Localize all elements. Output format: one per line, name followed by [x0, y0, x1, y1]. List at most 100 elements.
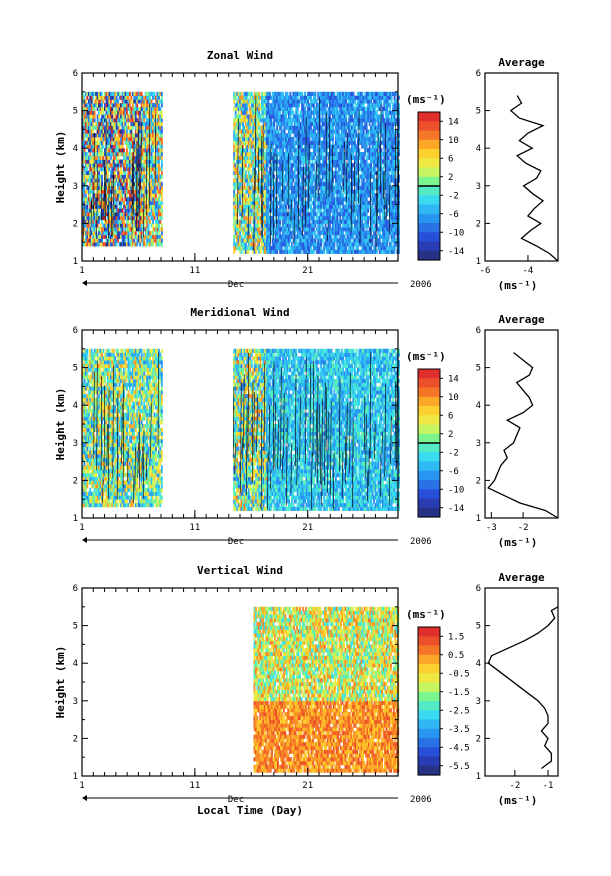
heatmap-cell [101, 125, 103, 130]
heatmap-cell [102, 200, 105, 205]
heatmap-cell [137, 215, 140, 221]
heatmap-cell [144, 99, 147, 104]
heatmap-cell [92, 185, 95, 190]
heatmap-cell [111, 204, 114, 209]
heatmap-cell [109, 178, 112, 183]
heatmap-cell [152, 230, 154, 236]
heatmap-cell [144, 103, 147, 108]
heatmap-cell [83, 204, 86, 209]
heatmap-cell [136, 167, 139, 172]
heatmap-cell [102, 99, 105, 104]
heatmap-cell [101, 106, 103, 111]
heatmap-cell [146, 208, 149, 213]
heatmap-cell [144, 189, 147, 194]
heatmap-cell [120, 208, 122, 213]
heatmap-cell [160, 204, 163, 209]
heatmap-cell [126, 91, 128, 96]
heatmap-cell [160, 230, 163, 236]
heatmap-cell [83, 174, 86, 179]
heatmap-cell [121, 91, 124, 96]
heatmap-cell [86, 152, 89, 157]
heatmap-cell [146, 178, 149, 183]
heatmap-cell [82, 133, 84, 138]
heatmap-cell [127, 200, 130, 205]
heatmap-cell [84, 125, 87, 130]
heatmap-cell [133, 133, 136, 138]
heatmap-cell [143, 103, 146, 108]
heatmap-cell [146, 121, 149, 127]
heatmap-cell [98, 159, 100, 164]
heatmap-cell [233, 238, 236, 243]
heatmap-cell [126, 167, 128, 172]
heatmap-cell [134, 163, 137, 168]
heatmap-cell [130, 204, 133, 209]
heatmap-cell [152, 144, 154, 149]
heatmap-cell [314, 238, 317, 243]
heatmap-cell [149, 95, 151, 100]
contour-line [131, 156, 133, 239]
heatmap-cell [126, 129, 128, 134]
heatmap-cell [82, 118, 84, 123]
heatmap-cell [137, 227, 140, 232]
heatmap-cell [111, 140, 114, 145]
heatmap-cell [92, 144, 95, 149]
heatmap-cell [126, 219, 128, 224]
heatmap-cell [106, 212, 109, 217]
heatmap-cell [140, 219, 143, 224]
heatmap-cell [134, 170, 137, 175]
heatmap-cell [111, 106, 114, 111]
heatmap-cell [84, 121, 87, 127]
heatmap-cell [89, 144, 92, 149]
heatmap-cell [323, 249, 326, 254]
heatmap-cell [105, 208, 108, 213]
heatmap-cell [84, 223, 87, 228]
heatmap-cell [83, 125, 86, 130]
heatmap-cell [106, 159, 109, 164]
heatmap-cell [108, 103, 111, 108]
heatmap-cell [144, 148, 147, 153]
heatmap-cell [289, 91, 292, 96]
heatmap-cell [250, 182, 253, 187]
heatmap-cell [246, 110, 249, 115]
heatmap-cell [82, 106, 84, 111]
heatmap-cell [105, 242, 108, 247]
heatmap-cell [150, 238, 153, 243]
heatmap-cell [279, 223, 282, 228]
heatmap-cell [324, 106, 327, 111]
heatmap-cell [141, 182, 144, 187]
heatmap-cell [86, 121, 89, 127]
heatmap-cell [140, 163, 143, 168]
heatmap-cell [140, 189, 143, 194]
heatmap-cell [118, 215, 121, 221]
heatmap-cell [143, 148, 146, 153]
heatmap-cell [139, 91, 142, 96]
heatmap-cell [115, 212, 118, 217]
heatmap-cell [141, 118, 144, 123]
heatmap-cell [95, 140, 98, 145]
heatmap-cell [98, 185, 100, 190]
heatmap-cell [127, 234, 130, 239]
heatmap-cell [114, 133, 117, 138]
heatmap-cell [160, 208, 163, 213]
heatmap-cell [134, 230, 137, 236]
heatmap-cell [136, 185, 139, 190]
heatmap-cell [87, 106, 90, 111]
heatmap-cell [84, 99, 87, 104]
heatmap-cell [136, 133, 139, 138]
heatmap-cell [147, 118, 150, 123]
heatmap-cell [93, 234, 96, 239]
heatmap-cell [117, 212, 120, 217]
heatmap-cell [137, 118, 140, 123]
heatmap-cell [147, 227, 150, 232]
heatmap-cell [128, 208, 131, 213]
heatmap-cell [89, 189, 92, 194]
heatmap-cell [83, 178, 86, 183]
heatmap-cell [83, 223, 86, 228]
heatmap-cell [118, 223, 121, 228]
heatmap-cell [121, 99, 124, 104]
heatmap-cell [93, 185, 96, 190]
heatmap-cell [108, 144, 111, 149]
heatmap-cell [124, 242, 127, 247]
heatmap-cell [121, 242, 124, 247]
heatmap-cell [267, 185, 270, 190]
